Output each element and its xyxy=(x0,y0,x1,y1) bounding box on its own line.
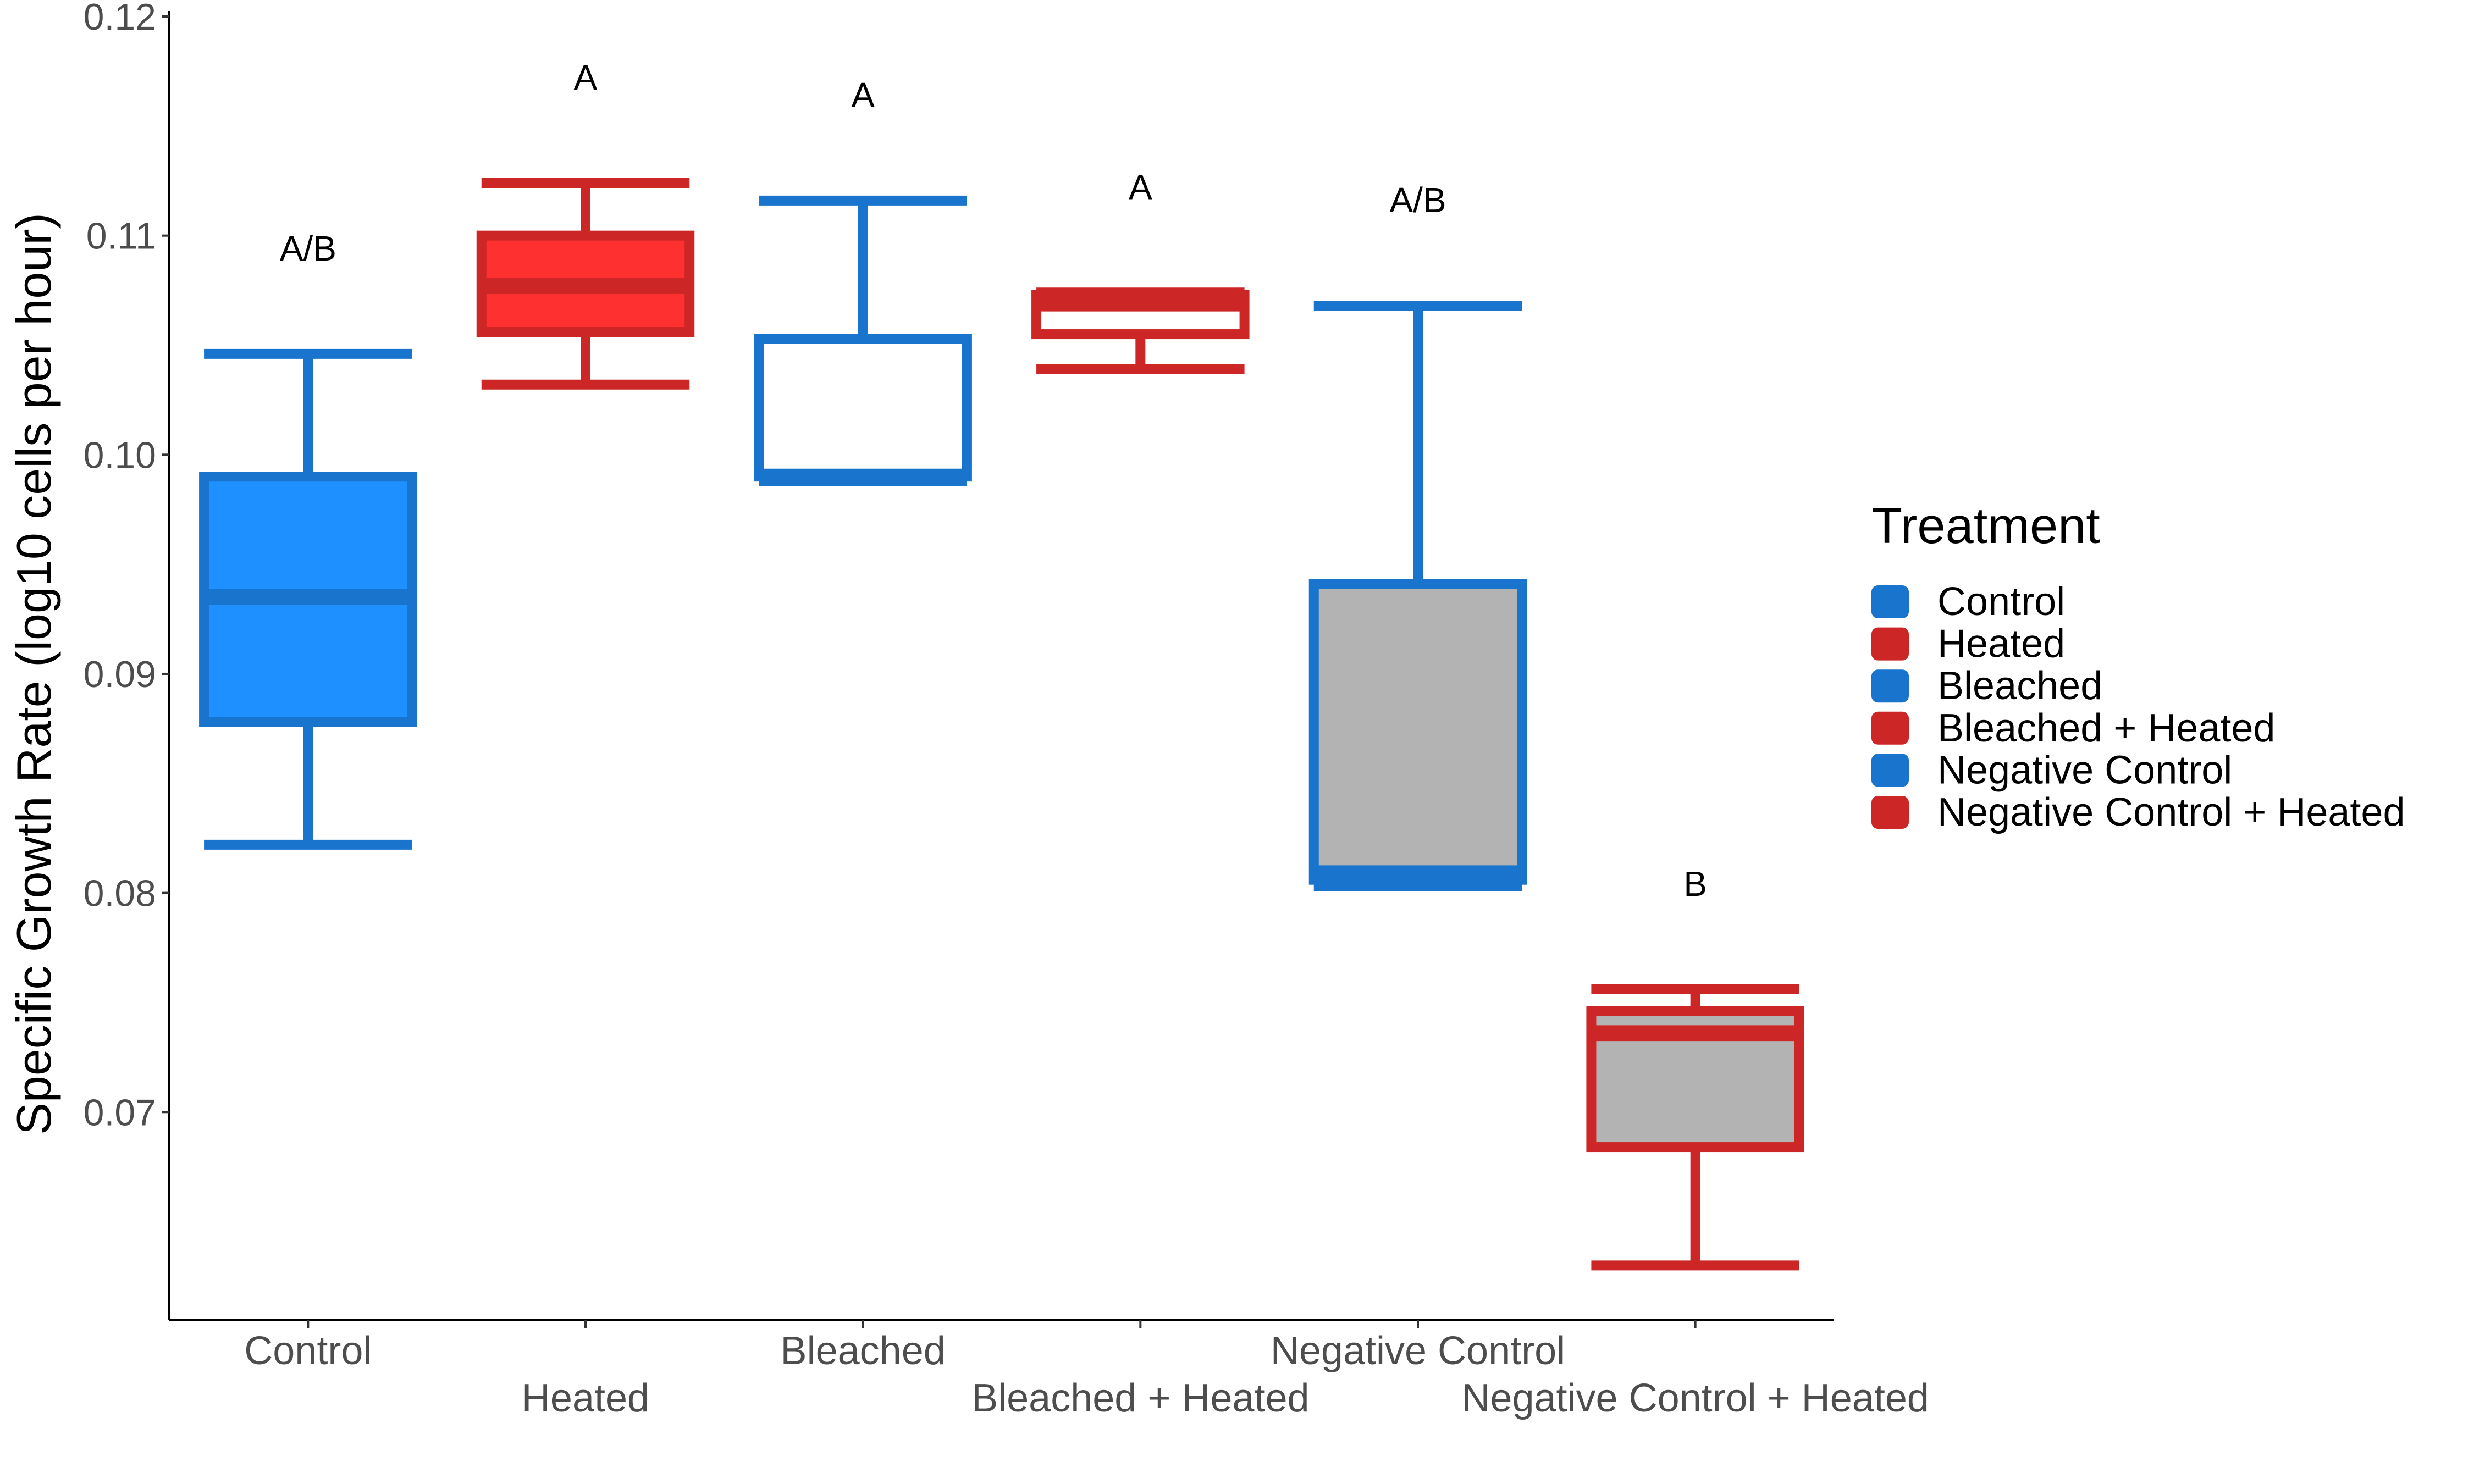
x-tick-label: Heated xyxy=(522,1376,649,1420)
significance-letter: A xyxy=(574,58,598,97)
legend-label: Heated xyxy=(1937,622,2065,666)
legend-label: Control xyxy=(1937,580,2065,624)
legend-key xyxy=(1871,585,1909,618)
legend-entry-0: Control xyxy=(1871,580,2065,624)
x-tick-label: Control xyxy=(244,1329,372,1373)
significance-letter: A/B xyxy=(280,229,336,268)
box-group-1: A xyxy=(476,58,695,390)
legend-entry-3: Bleached + Heated xyxy=(1871,706,2275,750)
box-group-2: A xyxy=(754,75,972,486)
x-tick-label: Bleached xyxy=(781,1329,946,1373)
legend-label: Negative Control xyxy=(1937,748,2232,792)
significance-letter: A xyxy=(851,75,875,115)
legend-key xyxy=(1871,796,1909,829)
legend-label: Bleached + Heated xyxy=(1937,706,2275,750)
legend-entry-1: Heated xyxy=(1871,622,2065,666)
box-iqr xyxy=(1308,579,1527,885)
legend-title: Treatment xyxy=(1871,498,2100,554)
legend-entry-4: Negative Control xyxy=(1871,748,2232,792)
legend-key xyxy=(1871,627,1909,661)
axes: 0.07 0.08 0.09 0.10 0.11 0.12 Control Heated Ble… xyxy=(7,0,1929,1420)
box-group-0: A/B xyxy=(199,229,417,850)
y-tick-label: 0.08 xyxy=(84,873,156,915)
x-tick-label: Bleached + Heated xyxy=(971,1376,1309,1420)
legend-key xyxy=(1871,754,1909,787)
legend-key xyxy=(1871,669,1909,703)
y-axis-title: Specific Growth Rate (log10 cells per ho… xyxy=(7,213,61,1135)
box-group-5: B xyxy=(1586,864,1804,1271)
legend-label: Bleached xyxy=(1937,664,2102,708)
box-group-4: A/B xyxy=(1308,180,1527,891)
y-tick-label: 0.07 xyxy=(84,1092,156,1133)
x-tick-label: Negative Control + Heated xyxy=(1461,1376,1929,1420)
legend-entry-5: Negative Control + Heated xyxy=(1871,790,2405,834)
box-group-3: A xyxy=(1031,167,1250,374)
y-tick-label: 0.09 xyxy=(84,654,156,695)
significance-letter: B xyxy=(1683,864,1707,904)
significance-letter: A/B xyxy=(1389,180,1446,220)
y-tick-label: 0.11 xyxy=(86,215,156,257)
legend-key xyxy=(1871,711,1909,745)
y-tick-label: 0.10 xyxy=(84,434,156,476)
x-tick-label: Negative Control xyxy=(1271,1329,1565,1373)
significance-letter: A xyxy=(1129,167,1152,207)
legend-label: Negative Control + Heated xyxy=(1937,790,2405,834)
legend-entry-2: Bleached xyxy=(1871,664,2102,708)
box-iqr xyxy=(754,334,972,482)
y-tick-label: 0.12 xyxy=(84,0,156,38)
plot-area: A/B A A A A/B B xyxy=(199,58,1804,1271)
